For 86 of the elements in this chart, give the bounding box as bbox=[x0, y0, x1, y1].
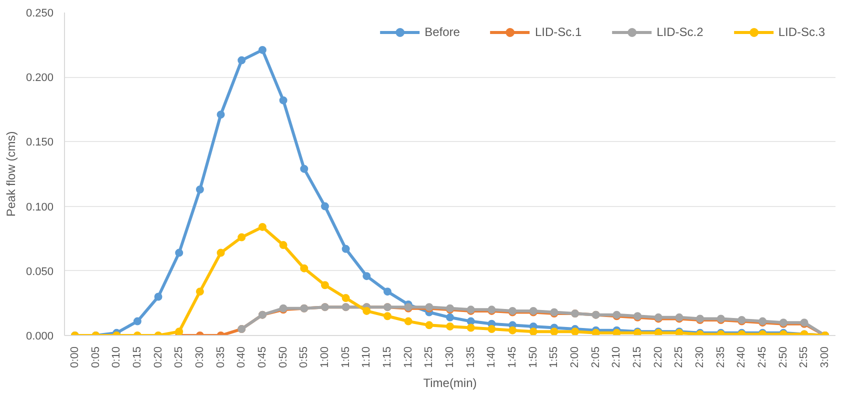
x-tick-label: 0:55 bbox=[298, 346, 310, 368]
legend-label: LID-Sc.2 bbox=[656, 25, 704, 39]
legend-label: Before bbox=[424, 25, 460, 39]
point bbox=[279, 96, 288, 104]
x-tick-label: 1:25 bbox=[423, 346, 436, 368]
point bbox=[466, 324, 475, 332]
point bbox=[154, 292, 162, 301]
x-tick-label: 2:05 bbox=[590, 346, 602, 368]
point bbox=[196, 186, 204, 194]
point bbox=[508, 326, 517, 334]
y-tick-label: 0.100 bbox=[26, 201, 54, 214]
x-tick-label: 1:00 bbox=[318, 346, 331, 368]
point bbox=[571, 328, 580, 336]
point bbox=[342, 294, 350, 302]
point bbox=[342, 244, 350, 253]
x-tick-label: 3:00 bbox=[819, 346, 832, 368]
x-tick-label: 2:15 bbox=[632, 346, 644, 368]
x-tick-label: 1:20 bbox=[402, 346, 414, 368]
point bbox=[300, 164, 308, 173]
x-tick-label: 2:50 bbox=[777, 346, 790, 368]
x-tick-label: 0:35 bbox=[214, 346, 227, 368]
x-tick-label: 2:00 bbox=[569, 346, 582, 368]
point bbox=[258, 46, 266, 54]
legend-label: LID-Sc.1 bbox=[534, 25, 582, 39]
point bbox=[320, 281, 329, 290]
y-tick-label: 0.150 bbox=[26, 136, 54, 149]
x-tick-label: 0:00 bbox=[68, 346, 81, 368]
point bbox=[216, 110, 225, 119]
x-tick-label: 2:35 bbox=[714, 346, 727, 368]
point bbox=[133, 317, 142, 326]
point bbox=[175, 328, 184, 336]
point bbox=[362, 272, 371, 280]
y-tick-label: 0.200 bbox=[26, 72, 54, 84]
y-axis-title: Peak flow (cms) bbox=[4, 131, 18, 217]
point bbox=[550, 328, 558, 336]
point bbox=[279, 241, 288, 250]
x-tick-label: 0:40 bbox=[236, 346, 248, 368]
point bbox=[488, 325, 496, 334]
point bbox=[592, 328, 600, 336]
x-tick-label: 0:20 bbox=[152, 346, 164, 368]
x-tick-label: 1:55 bbox=[548, 346, 560, 368]
point bbox=[196, 288, 204, 296]
x-tick-label: 1:15 bbox=[381, 346, 394, 368]
x-tick-label: 2:25 bbox=[673, 346, 686, 368]
x-tick-label: 1:05 bbox=[340, 346, 352, 368]
x-tick-label: 1:50 bbox=[527, 346, 540, 368]
point bbox=[238, 233, 246, 242]
x-tick-label: 0:10 bbox=[110, 346, 123, 368]
x-tick-label: 2:55 bbox=[798, 346, 810, 368]
point bbox=[216, 248, 225, 257]
x-tick-label: 1:45 bbox=[506, 346, 519, 368]
point bbox=[383, 312, 392, 320]
point bbox=[612, 328, 621, 336]
x-tick-label: 0:05 bbox=[90, 346, 102, 368]
point bbox=[446, 322, 454, 330]
x-tick-label: 2:20 bbox=[652, 346, 664, 368]
point bbox=[466, 317, 475, 326]
point bbox=[362, 306, 371, 315]
point bbox=[320, 202, 329, 210]
x-tick-label: 1:30 bbox=[444, 346, 456, 368]
x-tick-label: 0:50 bbox=[277, 346, 290, 368]
y-tick-label: 0.050 bbox=[26, 266, 54, 278]
point bbox=[175, 248, 184, 257]
point bbox=[404, 317, 412, 326]
point bbox=[425, 321, 434, 330]
x-tick-label: 1:35 bbox=[464, 346, 477, 368]
x-tick-label: 0:45 bbox=[256, 346, 268, 368]
x-tick-label: 0:30 bbox=[194, 346, 206, 368]
point bbox=[300, 264, 308, 272]
x-tick-label: 2:30 bbox=[694, 346, 706, 368]
x-tick-label: 1:10 bbox=[360, 346, 373, 368]
y-tick-label: 0.250 bbox=[26, 8, 54, 20]
x-tick-label: 2:45 bbox=[756, 346, 769, 368]
y-tick-label: 0.000 bbox=[26, 330, 54, 342]
x-tick-label: 1:40 bbox=[486, 346, 498, 368]
x-axis-title: Time(min) bbox=[423, 376, 477, 390]
x-tick-label: 2:10 bbox=[610, 346, 623, 368]
x-tick-label: 2:40 bbox=[736, 346, 748, 368]
x-tick-label: 0:25 bbox=[173, 346, 186, 368]
point bbox=[258, 222, 266, 231]
legend-label: LID-Sc.3 bbox=[778, 25, 825, 39]
point bbox=[238, 56, 246, 64]
point bbox=[383, 288, 392, 296]
point bbox=[446, 313, 454, 322]
x-tick-label: 0:15 bbox=[131, 346, 144, 368]
point bbox=[529, 328, 538, 336]
